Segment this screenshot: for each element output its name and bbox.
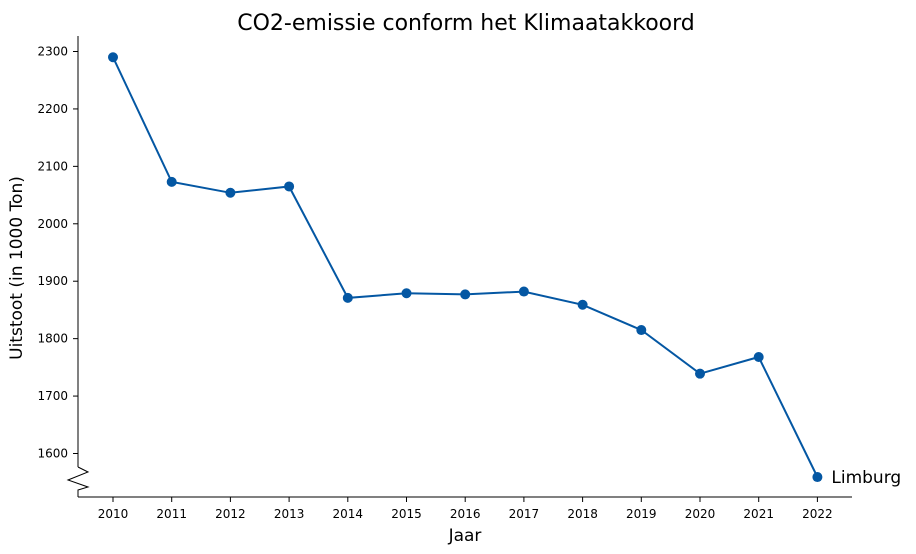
- x-axis-label: Jaar: [448, 526, 482, 546]
- series-layer: Limburg: [108, 52, 901, 488]
- data-point: [812, 472, 823, 483]
- x-tick-label: 2021: [743, 507, 774, 521]
- x-tick-label: 2022: [802, 507, 833, 521]
- data-point: [284, 181, 295, 192]
- x-tick-label: 2012: [215, 507, 246, 521]
- series-label: Limburg: [831, 468, 901, 488]
- y-ticks: 1600 1700 1800 1900 2000 2100 2200 2300: [37, 45, 78, 461]
- y-tick-label: 2000: [37, 217, 68, 231]
- y-tick-label: 1600: [37, 447, 68, 461]
- x-tick-label: 2019: [626, 507, 657, 521]
- data-point: [577, 299, 588, 310]
- data-point: [401, 288, 412, 299]
- x-tick-label: 2018: [567, 507, 598, 521]
- x-tick-label: 2014: [333, 507, 364, 521]
- x-tick-label: 2020: [685, 507, 716, 521]
- data-point: [166, 176, 177, 187]
- data-point: [753, 352, 764, 363]
- data-point: [518, 286, 529, 297]
- data-point: [636, 325, 647, 336]
- data-point: [460, 289, 471, 300]
- x-ticks: 2010 2011 2012 2013 2014 2015 2016 2017 2018 2019…: [98, 497, 833, 521]
- series-line: [112, 56, 819, 478]
- y-tick-label: 2100: [37, 159, 68, 173]
- data-point: [108, 52, 118, 63]
- x-tick-label: 2013: [274, 507, 305, 521]
- y-axis-line: [66, 36, 90, 497]
- y-axis-label: Uitstoot (in 1000 Ton): [7, 176, 27, 360]
- y-tick-label: 1700: [37, 389, 68, 403]
- y-tick-label: 2200: [37, 102, 68, 116]
- x-tick-label: 2011: [156, 507, 187, 521]
- y-tick-label: 2300: [37, 45, 68, 59]
- x-tick-label: 2016: [450, 507, 481, 521]
- chart-title: CO2-emissie conform het Klimaatakkoord: [237, 11, 695, 36]
- data-point: [225, 187, 236, 198]
- data-point: [342, 292, 353, 303]
- y-tick-label: 1900: [37, 274, 68, 288]
- x-tick-label: 2010: [98, 507, 129, 521]
- y-tick-label: 1800: [37, 332, 68, 346]
- x-tick-label: 2015: [391, 507, 422, 521]
- x-tick-label: 2017: [509, 507, 540, 521]
- data-point: [695, 368, 705, 379]
